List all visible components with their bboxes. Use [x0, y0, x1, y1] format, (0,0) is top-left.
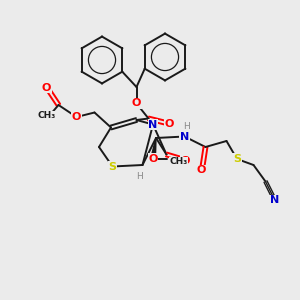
- Text: O: O: [72, 112, 81, 122]
- Polygon shape: [151, 138, 156, 159]
- Text: CH₃: CH₃: [169, 157, 188, 166]
- Text: N: N: [180, 131, 189, 142]
- Text: O: O: [132, 98, 141, 109]
- Text: O: O: [148, 154, 158, 164]
- Text: N: N: [270, 195, 279, 205]
- Text: O: O: [42, 82, 51, 93]
- Text: H: H: [183, 122, 189, 131]
- Text: N: N: [148, 119, 158, 130]
- Text: CH₃: CH₃: [38, 111, 56, 120]
- Text: O: O: [181, 155, 190, 166]
- Text: H: H: [136, 172, 143, 181]
- Text: O: O: [197, 165, 206, 176]
- Text: S: S: [233, 154, 241, 164]
- Text: S: S: [109, 161, 116, 172]
- Text: O: O: [165, 118, 174, 129]
